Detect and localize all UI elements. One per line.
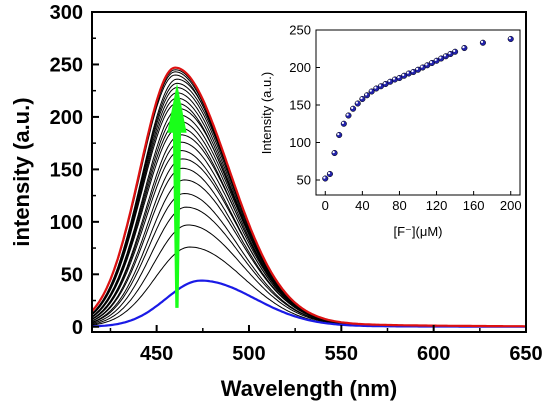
inset-data-point bbox=[345, 112, 352, 119]
main-y-tick-label: 100 bbox=[50, 212, 83, 234]
main-x-axis-label: Wavelength (nm) bbox=[221, 376, 397, 401]
inset-data-point bbox=[452, 48, 459, 55]
inset-data-point bbox=[322, 175, 329, 182]
inset-data-point bbox=[461, 44, 468, 52]
inset-x-tick-label: 120 bbox=[426, 198, 448, 213]
inset-plot-frame bbox=[315, 29, 521, 196]
inset-data-point bbox=[507, 35, 514, 43]
inset-data-point bbox=[363, 92, 371, 99]
inset-y-axis-label: Intensity (a.u.) bbox=[259, 72, 274, 154]
inset-x-tick-label: 160 bbox=[463, 198, 485, 213]
inset-data-point bbox=[438, 55, 445, 62]
inset-y-tick-label: 50 bbox=[297, 173, 311, 188]
main-y-tick-label: 50 bbox=[61, 264, 83, 286]
main-y-axis: 0 50 100 150 200 250 300 bbox=[50, 2, 99, 339]
inset-data-point bbox=[405, 70, 412, 77]
inset-y-axis: 50 100 150 200 250 bbox=[289, 23, 320, 188]
main-y-tick-label: 300 bbox=[50, 2, 83, 24]
spectra-curves bbox=[92, 66, 526, 328]
main-y-axis-label: intensity (a.u.) bbox=[9, 97, 34, 246]
inset-data-point bbox=[479, 39, 486, 46]
inset-chart: 0 40 80 120 160 200 50 100 150 200 250 [F⁻](μM) I… bbox=[259, 23, 522, 240]
inset-x-axis: 0 40 80 120 160 200 bbox=[322, 191, 522, 213]
main-y-tick-label: 200 bbox=[50, 107, 83, 129]
inset-y-tick-label: 100 bbox=[289, 135, 311, 150]
main-x-tick-label: 550 bbox=[325, 343, 358, 365]
inset-data-point bbox=[350, 105, 357, 112]
inset-data-point bbox=[368, 88, 375, 95]
inset-data-point bbox=[326, 170, 333, 178]
inset-x-tick-label: 200 bbox=[500, 198, 522, 213]
inset-data-point bbox=[401, 72, 408, 79]
inset-data-point bbox=[354, 100, 361, 107]
inset-data-point bbox=[442, 53, 449, 60]
inset-y-tick-label: 200 bbox=[289, 60, 311, 75]
main-x-axis: 450 500 550 600 650 bbox=[109, 325, 543, 365]
inset-data-point bbox=[340, 120, 347, 127]
main-x-tick-label: 450 bbox=[140, 343, 173, 365]
green-arrow-shape bbox=[167, 83, 187, 308]
inset-data-point bbox=[336, 131, 343, 139]
main-y-tick-label: 250 bbox=[50, 54, 83, 76]
spectrum-curve-red-24 bbox=[92, 66, 526, 328]
inset-data-point bbox=[377, 83, 384, 90]
inset-data-point bbox=[359, 95, 366, 103]
inset-y-tick-label: 150 bbox=[289, 98, 311, 113]
main-y-tick-label: 150 bbox=[50, 159, 83, 181]
inset-data-points bbox=[322, 35, 514, 182]
main-x-tick-label: 500 bbox=[232, 343, 265, 365]
inset-x-tick-label: 40 bbox=[355, 198, 369, 213]
inset-x-tick-label: 80 bbox=[392, 198, 406, 213]
main-x-tick-label: 650 bbox=[509, 343, 542, 365]
inset-data-point bbox=[331, 149, 338, 157]
main-y-tick-label: 0 bbox=[72, 317, 83, 339]
increase-arrow-icon bbox=[167, 83, 187, 308]
inset-y-tick-label: 250 bbox=[289, 23, 311, 38]
inset-x-tick-label: 0 bbox=[322, 198, 329, 213]
main-x-tick-label: 600 bbox=[417, 343, 450, 365]
inset-data-point bbox=[382, 80, 389, 88]
main-plot-frame bbox=[91, 11, 527, 333]
inset-x-axis-label: [F⁻](μM) bbox=[393, 224, 442, 239]
